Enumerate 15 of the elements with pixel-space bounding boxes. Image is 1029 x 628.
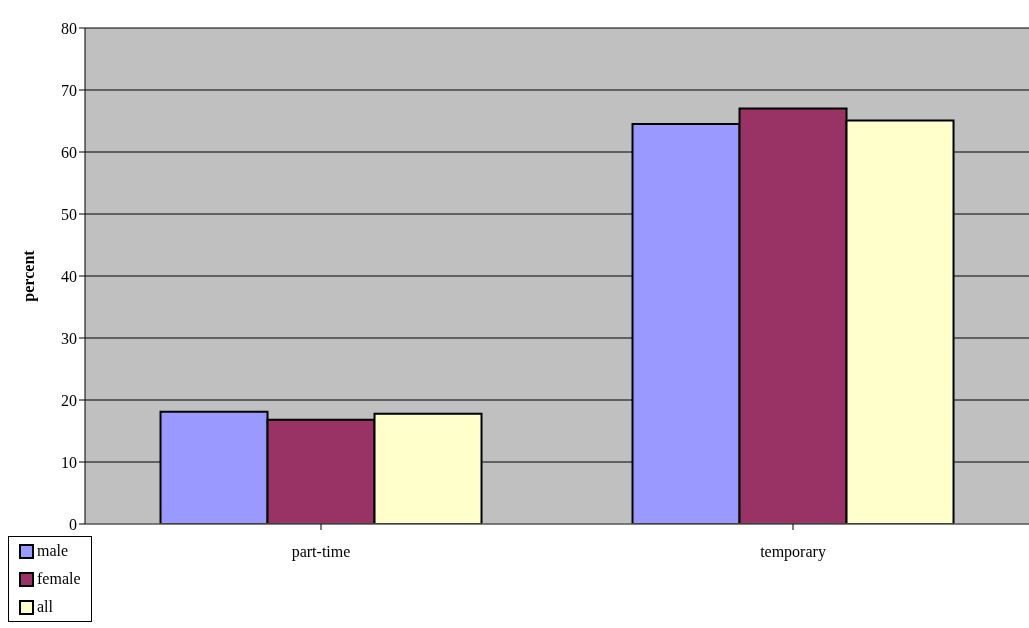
- legend-label: all: [37, 598, 53, 616]
- y-tick-label: 50: [61, 205, 77, 223]
- y-axis-title: percent: [19, 249, 38, 302]
- legend-label: male: [37, 542, 69, 560]
- y-tick-label: 10: [61, 453, 77, 471]
- x-tick-label: temporary: [760, 543, 826, 562]
- y-tick-label: 80: [61, 19, 77, 37]
- legend-label: female: [37, 570, 81, 588]
- y-tick-label: 30: [61, 329, 77, 347]
- y-tick-label: 20: [61, 391, 77, 409]
- y-tick-label: 70: [61, 81, 77, 99]
- y-tick-label: 40: [61, 267, 77, 285]
- y-tick-label: 60: [61, 143, 77, 161]
- x-tick-label: part-time: [291, 543, 351, 562]
- y-tick-label: 0: [69, 515, 77, 533]
